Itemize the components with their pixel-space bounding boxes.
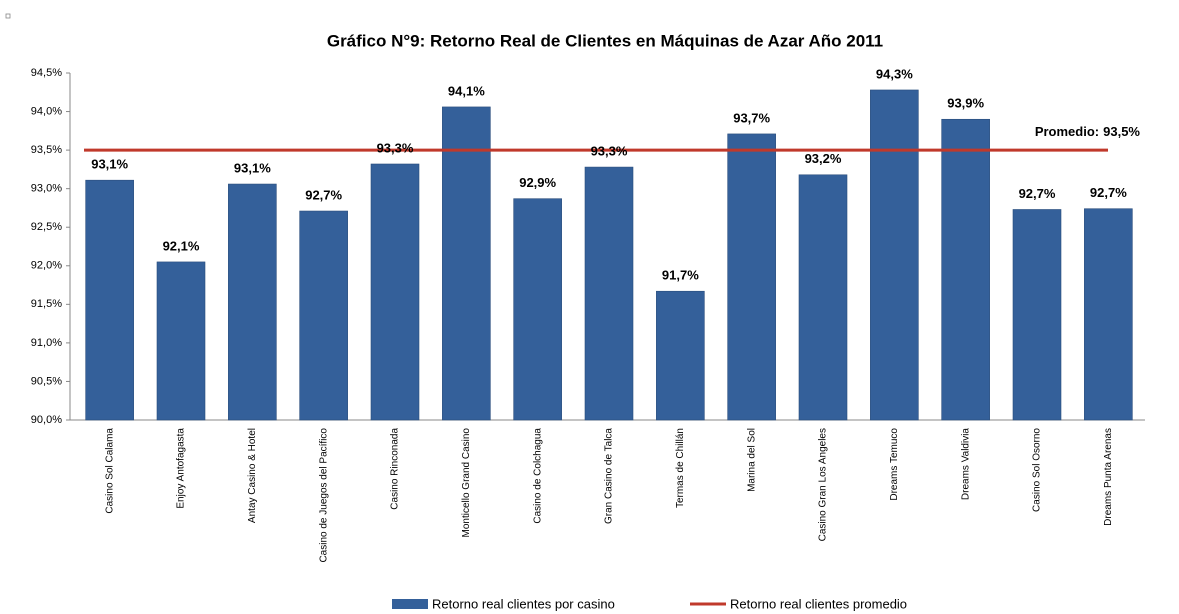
bar — [299, 210, 348, 421]
legend-label: Retorno real clientes promedio — [730, 596, 907, 611]
y-tick-label: 94,5% — [31, 67, 62, 79]
x-tick-label: Dreams Valdivia — [960, 428, 971, 500]
y-tick-label: 94,0% — [31, 105, 62, 117]
average-label-value: 93,5% — [1103, 125, 1140, 140]
value-label: 93,1% — [91, 157, 128, 172]
value-label: 93,2% — [805, 151, 842, 166]
x-tick-label: Marina del Sol — [746, 428, 757, 492]
average-label-prefix: Promedio: — [1035, 125, 1099, 140]
x-tick-label: Casino Sol Calama — [104, 428, 115, 514]
x-tick-label: Casino de Juegos del Pacífico — [318, 428, 329, 563]
bar — [656, 290, 705, 421]
legend-label: Retorno real clientes por casino — [432, 596, 615, 611]
bar — [156, 261, 206, 421]
bar — [1084, 208, 1133, 421]
value-label: 92,7% — [305, 187, 342, 202]
y-tick-label: 92,5% — [31, 221, 62, 233]
x-tick-label: Casino de Colchagua — [532, 428, 543, 524]
bar — [727, 133, 776, 421]
value-label: 92,7% — [1090, 185, 1127, 200]
value-label: 92,7% — [1019, 186, 1056, 201]
value-label: 92,9% — [519, 175, 556, 190]
x-tick-label: Casino Sol Osorno — [1032, 428, 1043, 512]
bar — [370, 163, 420, 421]
y-tick-label: 93,0% — [31, 183, 62, 195]
y-tick-label: 90,0% — [31, 414, 62, 426]
x-tick-label: Monticello Grand Casino — [461, 428, 472, 538]
bar — [1012, 209, 1062, 421]
value-label: 94,1% — [448, 83, 485, 98]
legend-swatch — [392, 599, 428, 609]
y-tick-label: 90,5% — [31, 375, 62, 387]
bar — [442, 106, 491, 421]
bar — [584, 166, 634, 421]
value-label: 92,1% — [163, 238, 200, 253]
corner-icon — [5, 13, 11, 19]
value-label: 91,7% — [662, 268, 699, 283]
bar — [941, 118, 990, 421]
x-tick-label: Enjoy Antofagasta — [176, 428, 187, 509]
bar — [228, 183, 277, 421]
bar — [798, 174, 848, 421]
x-tick-label: Gran Casino de Talca — [604, 428, 615, 524]
y-tick-label: 91,5% — [31, 298, 62, 310]
x-tick-label: Dreams Temuco — [889, 428, 900, 501]
y-tick-label: 91,0% — [31, 337, 62, 349]
y-tick-label: 92,0% — [31, 260, 62, 272]
x-tick-label: Casino Gran Los Angeles — [818, 428, 829, 541]
y-tick-label: 93,5% — [31, 144, 62, 156]
x-tick-label: Casino Rinconada — [390, 428, 401, 510]
chart-title: Gráfico N°9: Retorno Real de Clientes en… — [327, 31, 883, 50]
value-label: 93,7% — [733, 110, 770, 125]
value-label: 93,3% — [591, 144, 628, 159]
average-label: Promedio: 93,5% — [1035, 125, 1141, 140]
value-label: 93,1% — [234, 160, 271, 175]
x-tick-label: Dreams Punta Arenas — [1103, 428, 1114, 526]
x-tick-label: Antay Casino & Hotel — [247, 428, 258, 523]
value-label: 93,9% — [947, 96, 984, 111]
value-label: 94,3% — [876, 66, 913, 81]
bar — [85, 179, 134, 421]
x-tick-label: Termas de Chillán — [675, 428, 686, 508]
bar — [513, 198, 562, 421]
bar — [870, 89, 919, 421]
value-label: 93,3% — [377, 140, 414, 155]
